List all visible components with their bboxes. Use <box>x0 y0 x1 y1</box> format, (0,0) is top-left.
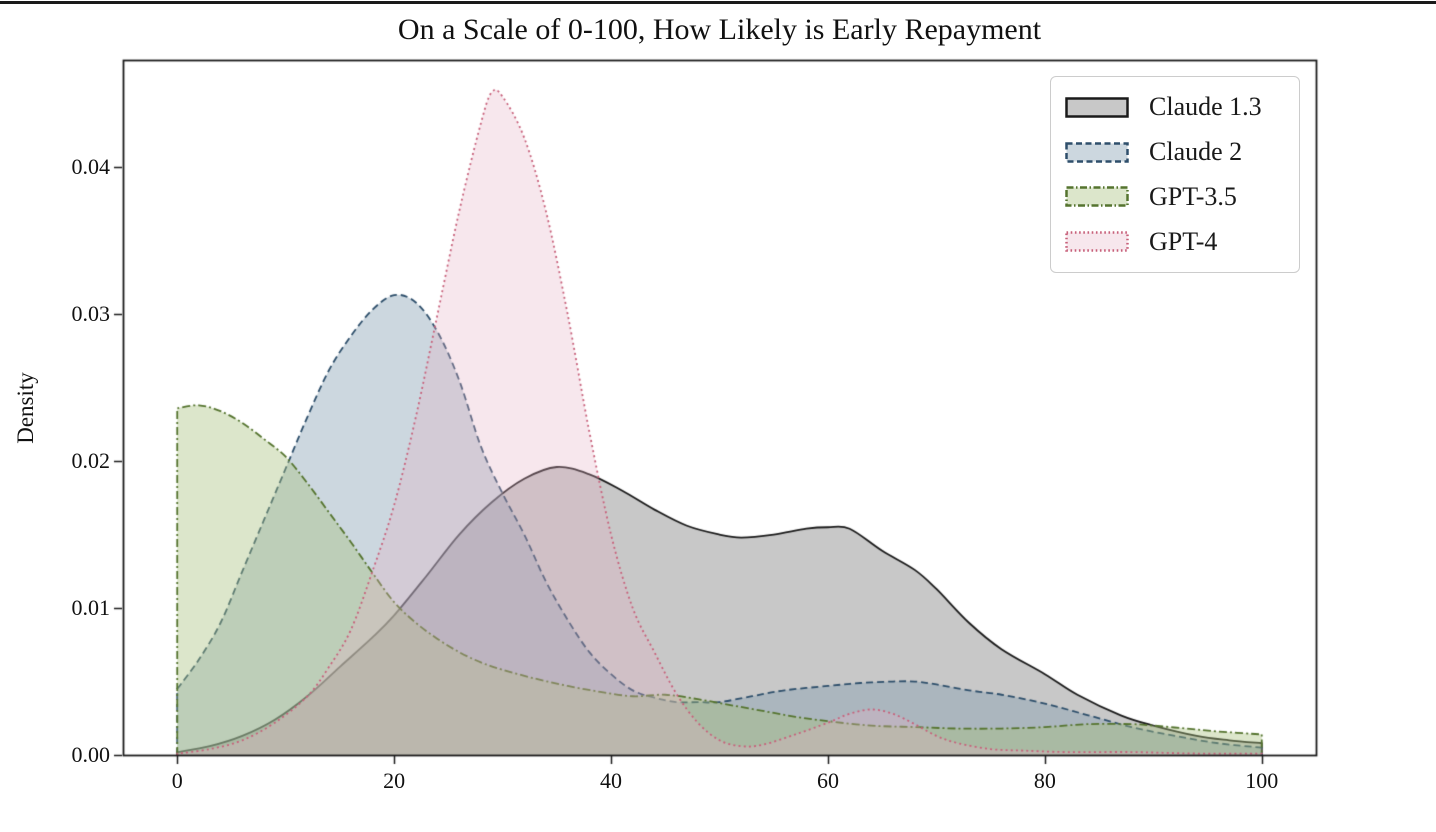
legend-swatch-icon <box>1065 231 1129 252</box>
legend-item-gpt-4: GPT-4 <box>1065 222 1299 262</box>
x-tick-label: 20 <box>383 768 406 793</box>
y-tick-label: 0.02 <box>71 448 111 474</box>
x-tick-label: 100 <box>1245 768 1279 793</box>
legend-item-label: Claude 1.3 <box>1149 92 1262 122</box>
legend-swatch-icon <box>1065 186 1129 208</box>
x-tick-label: 80 <box>1033 768 1056 793</box>
x-tick-label: 60 <box>816 768 839 793</box>
legend-item-claude-1-3: Claude 1.3 <box>1065 87 1299 127</box>
legend-item-claude-2: Claude 2 <box>1065 132 1299 172</box>
legend-item-gpt-3-5: GPT-3.5 <box>1065 177 1299 217</box>
chart-title: On a Scale of 0-100, How Likely is Early… <box>397 13 1042 46</box>
y-tick-label: 0.03 <box>71 301 111 327</box>
legend-item-label: GPT-4 <box>1149 226 1218 256</box>
x-tick-label: 0 <box>171 768 183 793</box>
y-tick-label: 0.01 <box>71 595 111 621</box>
legend-swatch-icon <box>1065 141 1129 163</box>
legend-item-label: GPT-3.5 <box>1149 181 1237 211</box>
x-tick-label: 40 <box>600 768 623 793</box>
legend: Claude 1.3 Claude 2 GPT-3.5 GPT-4 <box>1050 76 1300 273</box>
legend-swatch-icon <box>1065 97 1129 118</box>
y-tick-label: 0.00 <box>71 742 111 767</box>
legend-item-label: Claude 2 <box>1149 137 1243 167</box>
y-tick-label: 0.04 <box>71 154 111 180</box>
